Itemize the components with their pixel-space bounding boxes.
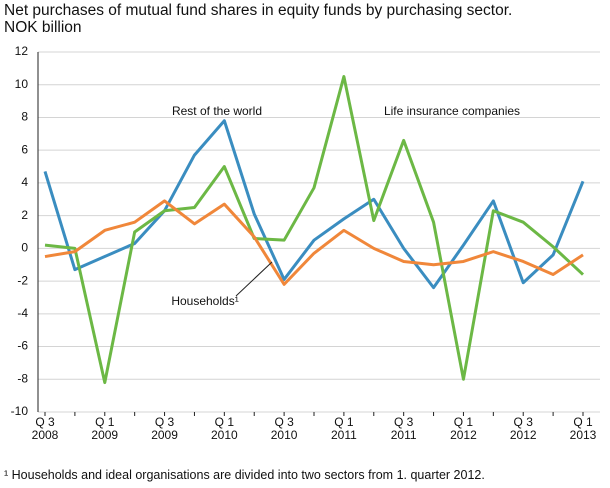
y-tick-label: 12 (15, 44, 29, 58)
x-tick-label: Q 3 2008 (31, 415, 59, 442)
y-tick-label: -2 (17, 273, 28, 287)
x-tick-label: Q 3 2011 (390, 415, 417, 442)
y-tick-label: -10 (11, 404, 29, 418)
series-label: Life insurance companies (384, 104, 520, 118)
series-line (44, 199, 584, 286)
chart-subtitle: NOK billion (4, 19, 82, 36)
title-block: Net purchases of mutual fund shares in e… (4, 2, 604, 36)
x-tick-label: Q 1 2011 (330, 415, 357, 442)
y-tick-label: 6 (21, 142, 28, 156)
series-label: Rest of the world (172, 104, 262, 118)
footnote: ¹ Households and ideal organisations are… (4, 468, 485, 482)
x-tick-label: Q 3 2010 (270, 415, 298, 442)
y-tick-label: -4 (17, 306, 28, 320)
x-tick-label: Q 3 2009 (151, 415, 178, 442)
y-tick-label: 0 (21, 241, 28, 255)
chart-title: Net purchases of mutual fund shares in e… (4, 2, 513, 19)
x-tick-label: Q 1 2010 (210, 415, 238, 442)
series-label: Households¹ (171, 294, 238, 308)
x-tick-label: Q 1 2012 (450, 415, 477, 442)
y-tick-label: -6 (17, 339, 28, 353)
y-tick-label: -8 (17, 371, 28, 385)
y-tick-label: 4 (21, 175, 28, 189)
x-tick-label: Q 1 2013 (569, 415, 597, 442)
y-tick-label: 8 (21, 110, 28, 124)
x-tick-label: Q 3 2012 (509, 415, 537, 442)
series-line (43, 119, 585, 290)
x-tick-label: Q 1 2009 (91, 415, 119, 442)
label-leader (235, 261, 273, 297)
series-line (44, 75, 585, 385)
y-tick-label: 10 (15, 77, 29, 91)
y-tick-label: 2 (21, 208, 28, 222)
